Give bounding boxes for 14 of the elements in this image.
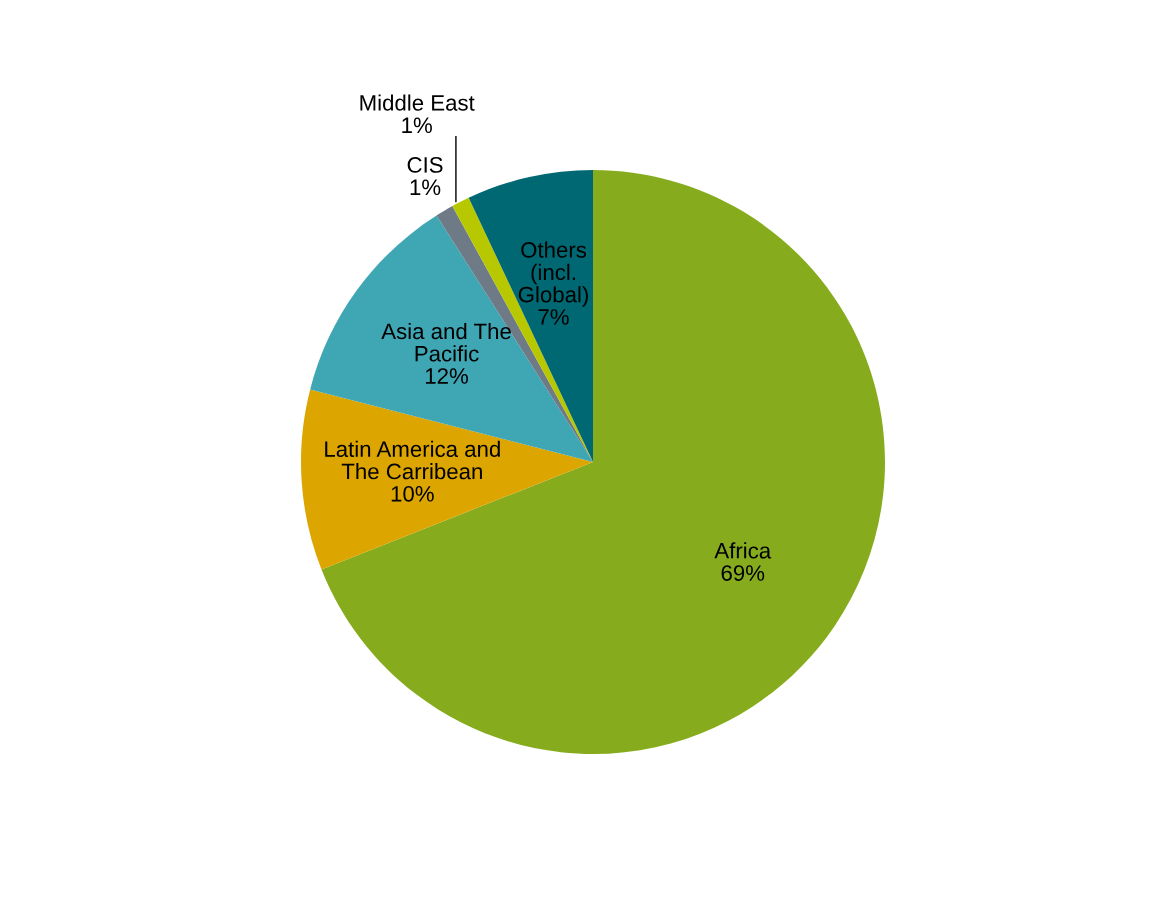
pie-slice <box>301 389 593 570</box>
slice-label: Africa <box>714 542 772 559</box>
slice-label: Asia and The Pacific <box>381 322 511 362</box>
data-label: 12% <box>425 368 468 384</box>
data-label: 69% <box>721 565 765 581</box>
data-label: 1% <box>410 179 441 196</box>
slice-label: Others (incl. Global) <box>518 241 588 307</box>
pie-slice <box>310 215 593 462</box>
data-label: 10% <box>391 485 434 502</box>
slice-label: CIS <box>407 157 443 173</box>
data-label: 7% <box>538 309 569 325</box>
data-label: 1% <box>402 117 432 134</box>
slice-label: Middle East <box>360 94 475 111</box>
slice-label: Latin America and The Carribean <box>325 440 500 480</box>
